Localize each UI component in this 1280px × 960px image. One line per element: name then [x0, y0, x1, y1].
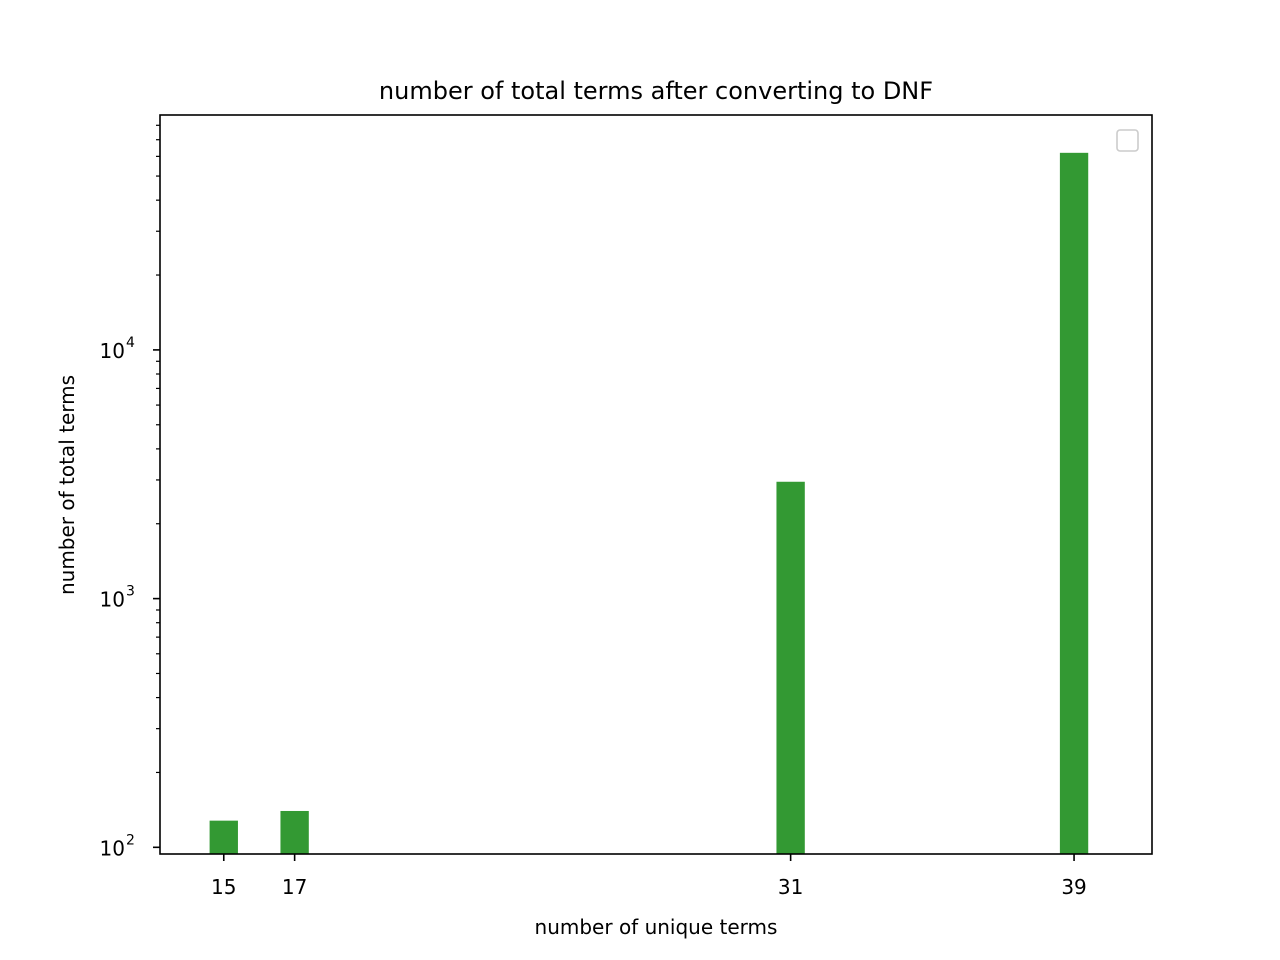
bar-15 — [209, 820, 238, 854]
plot-frame — [159, 114, 1153, 855]
y-tick-base: 10 — [100, 588, 125, 612]
y-tick-label: 10 2 — [100, 832, 135, 860]
bar-17 — [280, 810, 309, 854]
y-tick-base: 10 — [100, 836, 125, 860]
y-tick-exponent: 3 — [126, 584, 135, 600]
chart-title: number of total terms after converting t… — [379, 77, 933, 105]
bars-group — [209, 152, 1089, 854]
y-tick-label: 10 3 — [100, 584, 135, 612]
x-ticks: 15 17 31 39 — [211, 854, 1087, 899]
x-tick-label: 17 — [282, 875, 307, 899]
x-axis-label: number of unique terms — [535, 915, 778, 939]
x-tick-label: 15 — [211, 875, 236, 899]
y-axis-label: number of total terms — [55, 375, 79, 595]
bar-39 — [1059, 152, 1089, 854]
x-tick-label: 31 — [778, 875, 803, 899]
bar-31 — [776, 481, 805, 854]
y-tick-exponent: 2 — [126, 832, 135, 848]
x-tick-label: 39 — [1061, 875, 1086, 899]
y-tick-exponent: 4 — [126, 335, 135, 351]
y-tick-label: 10 4 — [100, 335, 135, 363]
legend-box — [1116, 129, 1139, 152]
y-tick-base: 10 — [100, 339, 125, 363]
